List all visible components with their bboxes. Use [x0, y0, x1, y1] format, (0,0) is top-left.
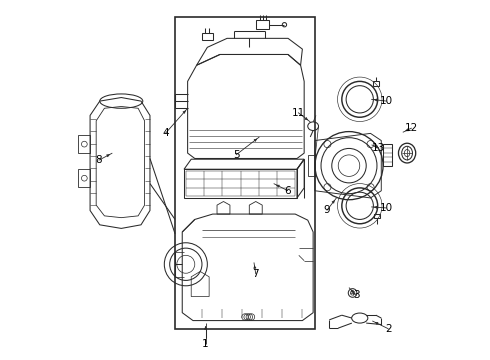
Text: 3: 3 [353, 291, 360, 301]
Text: 7: 7 [252, 269, 259, 279]
Bar [256, 21, 270, 30]
Text: 9: 9 [323, 206, 330, 216]
Text: 5: 5 [233, 150, 239, 160]
Text: 8: 8 [96, 155, 102, 165]
Text: 10: 10 [380, 96, 393, 106]
Text: 11: 11 [292, 108, 305, 118]
Text: 10: 10 [380, 203, 393, 213]
Text: 13: 13 [372, 143, 386, 153]
Text: 12: 12 [405, 123, 418, 133]
Text: 2: 2 [385, 324, 392, 334]
Bar [374, 214, 380, 219]
Text: 1: 1 [202, 339, 209, 349]
Bar [202, 33, 213, 40]
Bar [373, 81, 379, 86]
Text: 6: 6 [285, 186, 292, 196]
Bar [175, 17, 315, 329]
Text: 4: 4 [162, 129, 169, 138]
